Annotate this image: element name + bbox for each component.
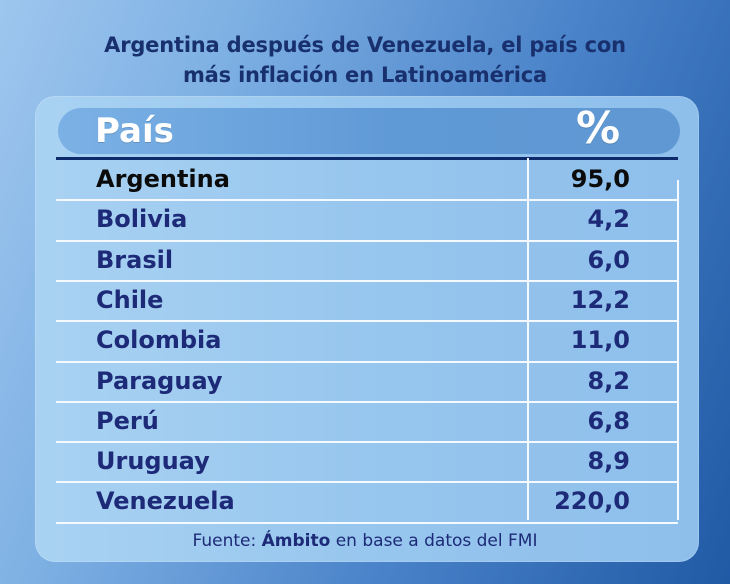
row-divider	[56, 521, 678, 524]
row-divider	[56, 239, 678, 242]
country-cell: Argentina	[96, 165, 230, 193]
inflation-value-cell: 6,0	[587, 245, 630, 274]
column-header-country: País	[95, 111, 174, 151]
table-row: Brasil 6,0	[56, 242, 678, 280]
table-row: Chile 12,2	[56, 282, 678, 320]
chart-title: Argentina después de Venezuela, el país …	[40, 30, 690, 90]
table-row: Bolivia 4,2	[56, 201, 678, 239]
title-line-1: Argentina después de Venezuela, el país …	[104, 33, 626, 57]
source-prefix: Fuente:	[192, 531, 257, 551]
inflation-value-cell: 11,0	[570, 326, 630, 355]
inflation-value-cell: 12,2	[570, 285, 630, 314]
row-divider	[56, 360, 678, 363]
column-divider	[527, 158, 529, 520]
title-line-2: más inflación en Latinoamérica	[183, 63, 547, 87]
inflation-value-cell: 95,0	[570, 165, 630, 193]
inflation-value-cell: 6,8	[587, 406, 630, 435]
row-divider	[56, 279, 678, 282]
source-suffix: en base a datos del FMI	[335, 531, 538, 551]
inflation-value-cell: 8,9	[587, 447, 630, 476]
country-cell: Colombia	[96, 326, 222, 355]
country-cell: Brasil	[96, 245, 174, 274]
table-header-band	[58, 108, 680, 154]
country-cell: Paraguay	[96, 366, 223, 395]
source-brand: Ámbito	[261, 531, 331, 551]
country-cell: Perú	[96, 406, 159, 435]
source-note: Fuente: Ámbito en base a datos del FMI	[40, 528, 690, 554]
table-row: Venezuela 220,0	[56, 483, 678, 521]
row-divider	[56, 481, 678, 484]
country-cell: Chile	[96, 285, 164, 314]
country-cell: Uruguay	[96, 447, 210, 476]
row-divider	[56, 199, 678, 202]
inflation-value-cell: 8,2	[587, 366, 630, 395]
row-divider	[56, 400, 678, 403]
header-rule	[56, 157, 678, 160]
country-cell: Bolivia	[96, 205, 188, 234]
inflation-value-cell: 4,2	[587, 205, 630, 234]
row-divider	[56, 320, 678, 323]
table-row: Uruguay 8,9	[56, 443, 678, 481]
row-divider	[56, 441, 678, 444]
table-row: Paraguay 8,2	[56, 363, 678, 401]
column-header-percent: %	[576, 103, 621, 154]
table-right-border	[677, 180, 679, 520]
country-cell: Venezuela	[96, 487, 235, 516]
table-row: Colombia 11,0	[56, 322, 678, 360]
inflation-value-cell: 220,0	[554, 487, 630, 516]
table-panel	[35, 96, 699, 562]
table-row: Perú 6,8	[56, 403, 678, 441]
table-row: Argentina 95,0	[56, 161, 678, 199]
